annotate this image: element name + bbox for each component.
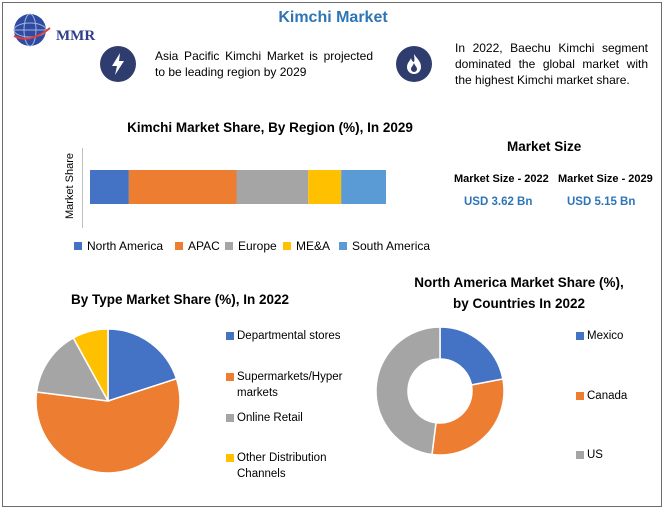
legend-item-canada: Canada: [576, 388, 656, 404]
legend-item-departmental-stores: Departmental stores: [226, 328, 376, 344]
legend-swatch: [225, 242, 233, 250]
type-chart-title: By Type Market Share (%), In 2022: [70, 292, 290, 307]
legend-label: North America: [87, 239, 164, 253]
legend-swatch: [226, 332, 234, 340]
legend-swatch: [283, 242, 291, 250]
bar-segment-me-a: [308, 170, 342, 204]
legend-item-north-america: North America: [74, 239, 163, 253]
legend-item-mexico: Mexico: [576, 328, 656, 344]
legend-item-supermarkets-hyper-markets: Supermarkets/Hyper markets: [226, 369, 361, 401]
legend-item-south-america: South America: [339, 239, 430, 253]
country-chart-title: North America Market Share (%), by Count…: [414, 275, 624, 311]
region-chart-axis: [82, 148, 83, 228]
slice-us: [375, 326, 441, 456]
bar-segment-apac: [128, 170, 237, 204]
slice-other-distribution-channels: [72, 328, 109, 402]
note-asia-pacific: Asia Pacific Kimchi Market is projected …: [155, 49, 373, 79]
market-size-2029-label: Market Size - 2029: [558, 173, 653, 185]
legend-item-online-retail: Online Retail: [226, 410, 376, 426]
slice-mexico: [439, 326, 504, 386]
slice-supermarkets-hyper-markets: [35, 377, 181, 474]
legend-label: ME&A: [296, 239, 331, 253]
legend-label: APAC: [188, 239, 220, 253]
region-chart-ylabel: Market Share: [64, 152, 76, 220]
legend-swatch: [74, 242, 82, 250]
region-chart-title: Kimchi Market Share, By Region (%), In 2…: [127, 120, 413, 135]
fire-icon: [396, 46, 432, 82]
page-title: Kimchi Market: [278, 9, 388, 26]
market-size-2029-value: USD 5.15 Bn: [567, 196, 636, 208]
mmr-logo: MMR: [12, 10, 107, 50]
legend-item-me-a: ME&A: [283, 239, 330, 253]
legend-label: Europe: [238, 239, 277, 253]
market-size-2022-value: USD 3.62 Bn: [464, 196, 533, 208]
country-donut-chart: [375, 326, 505, 456]
infographic-frame: [2, 2, 662, 507]
legend-item-apac: APAC: [175, 239, 220, 253]
legend-swatch: [226, 414, 234, 422]
legend-label: Departmental stores: [237, 330, 341, 342]
slice-departmental-stores: [107, 328, 178, 403]
slice-online-retail: [35, 336, 110, 402]
legend-label: Supermarkets/Hyper markets: [237, 371, 343, 399]
market-size-title: Market Size: [507, 139, 582, 154]
legend-item-other-distribution-channels: Other Distribution Channels: [226, 450, 356, 482]
legend-swatch: [175, 242, 183, 250]
lightning-icon: [100, 46, 136, 82]
legend-label: Other Distribution Channels: [237, 452, 327, 480]
legend-swatch: [226, 373, 234, 381]
market-size-2022-label: Market Size - 2022: [454, 173, 549, 185]
legend-swatch: [576, 392, 584, 400]
legend-label: US: [587, 449, 603, 461]
legend-swatch: [576, 332, 584, 340]
legend-label: Mexico: [587, 330, 624, 342]
legend-item-us: US: [576, 447, 656, 463]
legend-label: Canada: [587, 390, 628, 402]
legend-item-europe: Europe: [225, 239, 277, 253]
bar-segment-europe: [236, 170, 309, 204]
type-pie-chart: [35, 328, 181, 474]
legend-label: Online Retail: [237, 412, 303, 424]
logo-text: MMR: [56, 28, 96, 44]
note-baechu-kimchi: In 2022, Baechu Kimchi segment dominated…: [455, 41, 648, 87]
bar-segment-south-america: [341, 170, 386, 204]
slice-canada: [431, 378, 505, 456]
region-chart-ylabel-wrap: Market Share: [60, 150, 80, 225]
legend-swatch: [226, 454, 234, 462]
region-stacked-bar: [90, 170, 386, 204]
bar-segment-north-america: [90, 170, 129, 204]
globe-icon: [13, 13, 51, 47]
legend-swatch: [339, 242, 347, 250]
legend-swatch: [576, 451, 584, 459]
legend-label: South America: [352, 239, 431, 253]
